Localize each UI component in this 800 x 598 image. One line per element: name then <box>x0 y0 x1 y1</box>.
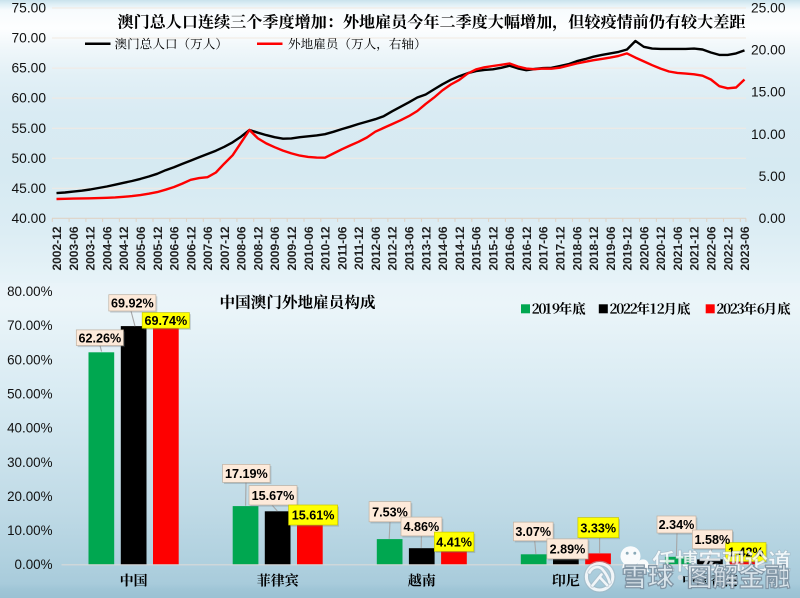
svg-text:2018-06: 2018-06 <box>570 226 584 270</box>
svg-text:60.00: 60.00 <box>11 91 46 106</box>
svg-text:15.00: 15.00 <box>751 85 786 100</box>
svg-text:2003-06: 2003-06 <box>67 226 81 270</box>
svg-text:2021-06: 2021-06 <box>671 226 685 270</box>
svg-text:2019-12: 2019-12 <box>621 226 635 270</box>
svg-text:3.33%: 3.33% <box>580 521 616 535</box>
svg-text:2005-12: 2005-12 <box>151 226 165 270</box>
svg-text:60.00%: 60.00% <box>7 352 53 367</box>
svg-text:2009-12: 2009-12 <box>285 226 299 270</box>
svg-text:2006-12: 2006-12 <box>184 226 198 270</box>
svg-text:2015-06: 2015-06 <box>470 226 484 270</box>
svg-text:2.89%: 2.89% <box>550 543 586 557</box>
svg-text:1.58%: 1.58% <box>695 533 731 547</box>
svg-text:2013-12: 2013-12 <box>419 226 433 270</box>
svg-text:2007-06: 2007-06 <box>201 226 215 270</box>
svg-text:2013-06: 2013-06 <box>403 226 417 270</box>
svg-text:2007-12: 2007-12 <box>218 226 232 270</box>
svg-text:0.00: 0.00 <box>759 211 786 226</box>
svg-text:2006-06: 2006-06 <box>168 226 182 270</box>
svg-text:2010-12: 2010-12 <box>319 226 333 270</box>
svg-text:2016-06: 2016-06 <box>503 226 517 270</box>
svg-text:2011-12: 2011-12 <box>352 226 366 270</box>
svg-text:30.00%: 30.00% <box>7 455 53 470</box>
svg-text:2.34%: 2.34% <box>659 518 695 532</box>
svg-text:15.67%: 15.67% <box>252 489 295 503</box>
svg-text:2004-12: 2004-12 <box>117 226 131 270</box>
svg-text:2008-06: 2008-06 <box>235 226 249 270</box>
svg-text:25.00: 25.00 <box>751 1 786 16</box>
svg-text:80.00%: 80.00% <box>7 284 53 299</box>
svg-text:2019-06: 2019-06 <box>604 226 618 270</box>
svg-text:2020-12: 2020-12 <box>654 226 668 270</box>
svg-text:40.00%: 40.00% <box>7 421 53 436</box>
svg-text:2008-12: 2008-12 <box>252 226 266 270</box>
svg-text:2018-12: 2018-12 <box>587 226 601 270</box>
svg-text:3.07%: 3.07% <box>515 525 551 539</box>
svg-text:4.86%: 4.86% <box>404 520 440 534</box>
svg-text:17.19%: 17.19% <box>225 467 268 481</box>
svg-text:10.00%: 10.00% <box>7 523 53 538</box>
svg-text:4.41%: 4.41% <box>436 535 472 549</box>
svg-text:2004-06: 2004-06 <box>100 226 114 270</box>
svg-text:15.61%: 15.61% <box>292 509 335 523</box>
svg-text:70.00: 70.00 <box>11 31 46 46</box>
svg-text:2017-12: 2017-12 <box>554 226 568 270</box>
svg-text:20.00: 20.00 <box>751 43 786 58</box>
svg-text:7.53%: 7.53% <box>372 505 408 519</box>
svg-text:2011-06: 2011-06 <box>335 226 349 270</box>
svg-text:2012-06: 2012-06 <box>369 226 383 270</box>
svg-text:2016-12: 2016-12 <box>520 226 534 270</box>
svg-text:2021-12: 2021-12 <box>688 226 702 270</box>
svg-text:2005-06: 2005-06 <box>134 226 148 270</box>
svg-text:2010-06: 2010-06 <box>302 226 316 270</box>
svg-text:62.26%: 62.26% <box>78 331 121 345</box>
svg-text:69.74%: 69.74% <box>144 314 187 328</box>
svg-text:20.00%: 20.00% <box>7 489 53 504</box>
svg-text:2020-06: 2020-06 <box>637 226 651 270</box>
svg-text:69.92%: 69.92% <box>111 297 154 311</box>
svg-text:2002-12: 2002-12 <box>50 226 64 270</box>
svg-text:2022-12: 2022-12 <box>721 226 735 270</box>
svg-text:55.00: 55.00 <box>11 121 46 136</box>
svg-text:5.00: 5.00 <box>759 169 786 184</box>
svg-text:2023-06: 2023-06 <box>738 226 752 270</box>
svg-text:40.00: 40.00 <box>11 211 46 226</box>
svg-text:2012-12: 2012-12 <box>386 226 400 270</box>
svg-text:2015-12: 2015-12 <box>486 226 500 270</box>
svg-text:75.00: 75.00 <box>11 1 46 16</box>
svg-text:50.00: 50.00 <box>11 151 46 166</box>
svg-text:45.00: 45.00 <box>11 181 46 196</box>
svg-text:2022-06: 2022-06 <box>705 226 719 270</box>
svg-text:2014-12: 2014-12 <box>453 226 467 270</box>
svg-text:2009-06: 2009-06 <box>268 226 282 270</box>
svg-text:10.00: 10.00 <box>751 127 786 142</box>
svg-text:70.00%: 70.00% <box>7 318 53 333</box>
svg-text:50.00%: 50.00% <box>7 387 53 402</box>
svg-text:2003-12: 2003-12 <box>84 226 98 270</box>
svg-text:0.00%: 0.00% <box>15 557 53 572</box>
svg-text:65.00: 65.00 <box>11 61 46 76</box>
svg-text:2017-06: 2017-06 <box>537 226 551 270</box>
svg-text:2014-06: 2014-06 <box>436 226 450 270</box>
